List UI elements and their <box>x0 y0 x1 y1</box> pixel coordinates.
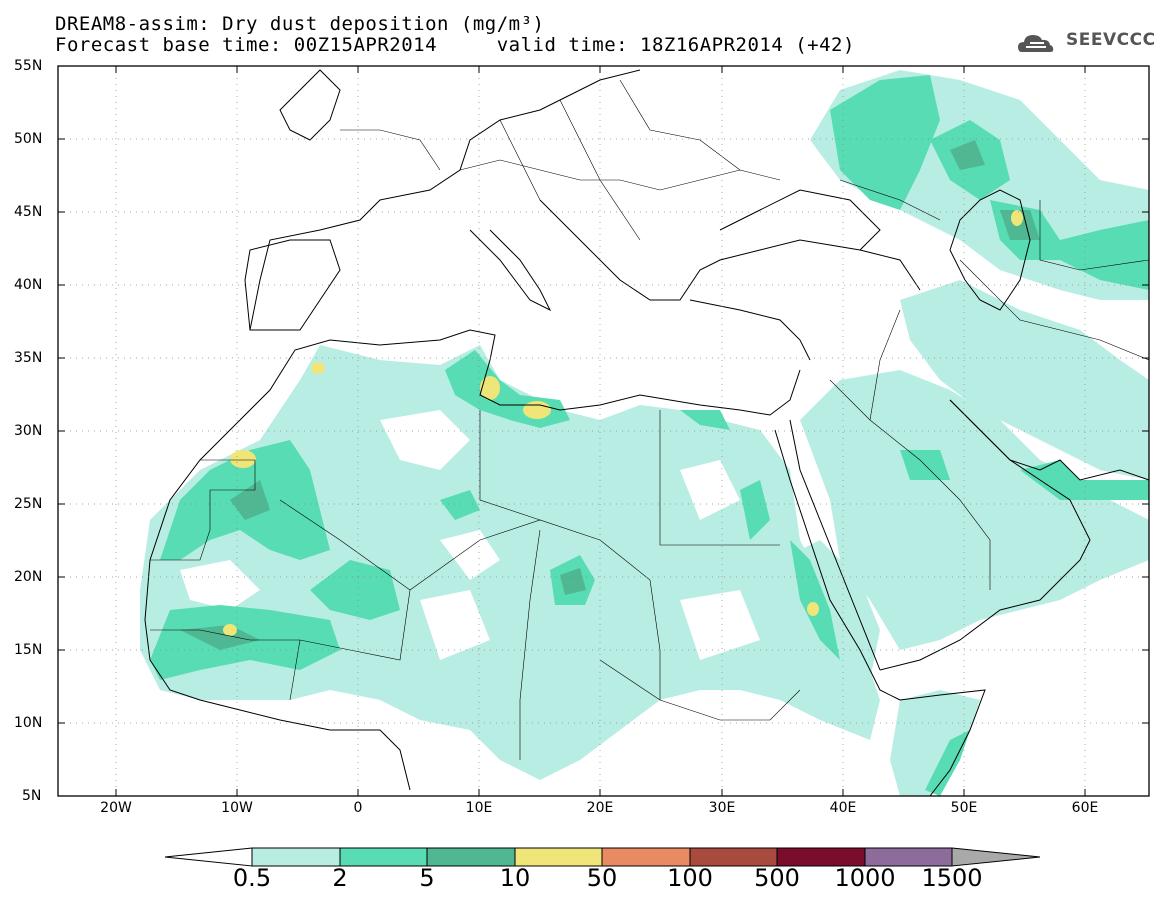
colorbar-label: 0.5 <box>232 864 272 892</box>
coast-north-africa <box>149 329 801 561</box>
coast-red-sea-w <box>774 429 901 701</box>
coast-caspian <box>949 189 1031 311</box>
coast-red-sea-e <box>789 419 881 671</box>
coastlines <box>144 69 1149 796</box>
coast-black-sea <box>719 189 881 251</box>
coast-uk <box>279 69 341 141</box>
colorbar-label: 1500 <box>921 864 983 892</box>
colorbar-label: 100 <box>667 864 713 892</box>
lat-label: 30N <box>14 423 43 439</box>
borders <box>150 79 1149 760</box>
lon-label: 50E <box>950 800 978 816</box>
colorbar-segment-over <box>951 847 1041 867</box>
lat-label: 25N <box>14 496 43 512</box>
coast-gulf <box>949 399 1149 481</box>
colorbar-label: 500 <box>754 864 800 892</box>
coast-west-africa <box>144 559 411 791</box>
field-egypt <box>740 480 770 540</box>
map-subtitle: Forecast base time: 00Z15APR2014 valid t… <box>55 34 855 56</box>
colorbar-label: 2 <box>332 864 348 892</box>
lon-label: 20E <box>586 800 614 816</box>
lat-label: 10N <box>14 715 43 731</box>
lat-label: 20N <box>14 569 43 585</box>
coast-turkey-s <box>689 299 811 361</box>
colorbar-label: 1000 <box>834 864 896 892</box>
lat-label: 40N <box>14 277 43 293</box>
field-nile <box>680 410 730 430</box>
dust-fields <box>140 70 1149 796</box>
lon-label: 0 <box>353 800 363 816</box>
lon-label: 30E <box>708 800 736 816</box>
colorbar-label: 50 <box>586 864 618 892</box>
map-frame <box>57 65 1150 797</box>
lon-label: 20W <box>100 800 132 816</box>
coast-europe <box>249 69 641 331</box>
colorbar-segment <box>339 847 428 867</box>
field-iran <box>900 280 1149 480</box>
lat-label: 35N <box>14 350 43 366</box>
lon-label: 10W <box>221 800 253 816</box>
field-red-sea-coast <box>790 540 840 660</box>
lat-label: 45N <box>14 204 43 220</box>
coast-italy <box>469 229 552 312</box>
field-horn <box>890 690 980 796</box>
logo-text: SEEVCCC <box>1066 30 1156 50</box>
colorbar <box>164 847 1041 867</box>
lon-label: 40E <box>829 800 857 816</box>
lat-label: 5N <box>22 788 42 804</box>
field-arabia <box>800 370 1149 650</box>
field-somalia <box>925 730 970 796</box>
cloud-icon <box>1018 35 1054 52</box>
colorbar-label: 5 <box>419 864 435 892</box>
lon-label: 10E <box>465 800 493 816</box>
field-libya <box>440 490 480 520</box>
field-gulf <box>1020 460 1149 500</box>
colorbar-label: 10 <box>499 864 531 892</box>
lat-label: 50N <box>14 131 43 147</box>
map-title: DREAM8-assim: Dry dust deposition (mg/m³… <box>55 13 545 35</box>
coast-iberia <box>244 239 341 331</box>
lat-label: 15N <box>14 642 43 658</box>
field-sahara-west <box>140 345 880 780</box>
coast-horn <box>899 689 986 796</box>
coast-balkans <box>539 199 921 301</box>
lon-label: 60E <box>1071 800 1099 816</box>
lat-label: 55N <box>14 58 43 74</box>
field-algeria <box>310 560 400 620</box>
field-kazakh <box>830 75 940 210</box>
